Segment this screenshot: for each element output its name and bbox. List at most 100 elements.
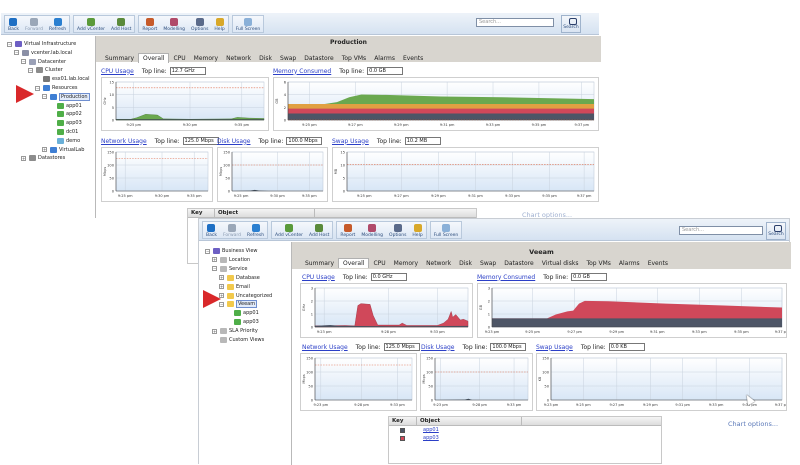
tab-overall[interactable]: Overall xyxy=(138,53,170,63)
tab-datastore[interactable]: Datastore xyxy=(304,55,334,62)
add-host-button[interactable]: Add Host xyxy=(108,16,134,32)
network-top-line-input[interactable]: 125.0 Mbps xyxy=(383,343,420,351)
disk-usage-link[interactable]: Disk Usage xyxy=(217,137,251,145)
collapse-icon[interactable]: − xyxy=(42,94,47,100)
tab-alarms[interactable]: Alarms xyxy=(618,260,640,267)
swap-top-line-input[interactable]: 0.0 KB xyxy=(608,343,645,351)
refresh-button[interactable]: Refresh xyxy=(46,16,69,32)
memory-top-line-input[interactable]: 0.0 GB xyxy=(571,273,608,281)
object-link[interactable]: app03 xyxy=(423,435,439,441)
tab-cpu[interactable]: CPU xyxy=(373,260,386,267)
tab-network[interactable]: Network xyxy=(426,260,452,267)
tab-swap[interactable]: Swap xyxy=(280,55,297,62)
tab-overall[interactable]: Overall xyxy=(338,258,370,268)
swap-usage-link[interactable]: Swap Usage xyxy=(536,343,573,351)
collapse-icon[interactable]: − xyxy=(28,67,33,73)
add-vcenter-button[interactable]: Add vCenter xyxy=(74,16,108,32)
cpu-usage-link[interactable]: CPU Usage xyxy=(302,273,335,281)
tree-node-app03[interactable]: app03 xyxy=(226,318,259,326)
tab-top-vms[interactable]: Top VMs xyxy=(341,55,367,62)
report-button[interactable]: Report xyxy=(337,222,358,238)
tree-node-virtuallab[interactable]: + VirtualLab xyxy=(42,146,84,154)
tree-node-veeam[interactable]: − Veeam xyxy=(219,300,258,309)
search-input[interactable]: Search... xyxy=(679,226,763,235)
tree-node-database[interactable]: + Database xyxy=(219,274,260,282)
tree-node-business-view[interactable]: − Business View xyxy=(205,247,258,255)
tree-node-app03[interactable]: app03 xyxy=(49,119,82,127)
options-button[interactable]: Options xyxy=(188,16,211,32)
expand-icon[interactable]: + xyxy=(42,147,47,153)
collapse-icon[interactable]: − xyxy=(7,41,12,47)
tree-node-datastores[interactable]: + Datastores xyxy=(21,154,65,162)
back-button[interactable]: Back xyxy=(5,16,22,32)
tree-node-email[interactable]: + Email xyxy=(219,283,250,291)
network-top-line-input[interactable]: 125.0 Mbps xyxy=(182,137,219,145)
tab-summary[interactable]: Summary xyxy=(105,55,134,62)
collapse-icon[interactable]: − xyxy=(205,248,210,254)
tree-node-uncategorized[interactable]: + Uncategorized xyxy=(219,292,272,300)
disk-usage-link[interactable]: Disk Usage xyxy=(421,343,455,351)
add-host-button[interactable]: Add Host xyxy=(306,222,332,238)
help-button[interactable]: Help xyxy=(409,222,425,238)
tree-node-demo[interactable]: demo xyxy=(49,137,80,145)
back-button[interactable]: Back xyxy=(203,222,220,238)
tab-memory[interactable]: Memory xyxy=(393,260,419,267)
tree-node-datacenter[interactable]: − Datacenter xyxy=(21,58,66,66)
forward-button[interactable]: Forward xyxy=(220,222,244,238)
expand-icon[interactable]: + xyxy=(219,275,224,281)
tab-cpu[interactable]: CPU xyxy=(173,55,186,62)
collapse-icon[interactable]: − xyxy=(212,266,217,272)
memory-consumed-link[interactable]: Memory Consumed xyxy=(477,273,536,281)
tree-node-esx01-lab-local[interactable]: esx01.lab.local xyxy=(35,75,89,83)
tree-node-app01[interactable]: app01 xyxy=(49,102,82,110)
search-button[interactable]: Search xyxy=(766,222,786,240)
tab-network[interactable]: Network xyxy=(226,55,252,62)
cpu-top-line-input[interactable]: 12.7 GHz xyxy=(169,67,206,75)
full-screen-button[interactable]: Full Screen xyxy=(233,16,264,32)
tab-virtual-disks[interactable]: Virtual disks xyxy=(541,260,579,267)
tab-summary[interactable]: Summary xyxy=(305,260,334,267)
collapse-icon[interactable]: − xyxy=(35,85,40,91)
search-input[interactable]: Search... xyxy=(476,18,554,27)
tree-node-sla-priority[interactable]: + SLA Priority xyxy=(212,327,258,335)
tab-events[interactable]: Events xyxy=(402,55,424,62)
modelling-button[interactable]: Modelling xyxy=(358,222,386,238)
cpu-top-line-input[interactable]: 0.0 GHz xyxy=(370,273,407,281)
forward-button[interactable]: Forward xyxy=(22,16,46,32)
tree-node-service[interactable]: − Service xyxy=(212,265,247,273)
full-screen-button[interactable]: Full Screen xyxy=(431,222,462,238)
expand-icon[interactable]: + xyxy=(21,155,26,161)
tree-node-custom-views[interactable]: Custom Views xyxy=(212,336,264,344)
tree-node-resources[interactable]: − Resources xyxy=(35,84,78,92)
disk-top-line-input[interactable]: 100.0 Mbps xyxy=(286,137,323,145)
tree-node-dc01[interactable]: dc01 xyxy=(49,128,78,136)
search-button[interactable]: Search xyxy=(561,15,581,33)
collapse-icon[interactable]: − xyxy=(14,50,19,56)
network-usage-link[interactable]: Network Usage xyxy=(101,137,147,145)
expand-icon[interactable]: + xyxy=(219,284,224,290)
add-vcenter-button[interactable]: Add vCenter xyxy=(272,222,306,238)
refresh-button[interactable]: Refresh xyxy=(244,222,267,238)
tree-node-production[interactable]: − Production xyxy=(42,92,90,101)
object-link[interactable]: app01 xyxy=(423,427,439,433)
tab-memory[interactable]: Memory xyxy=(193,55,219,62)
expand-icon[interactable]: + xyxy=(212,328,217,334)
collapse-icon[interactable]: − xyxy=(21,59,26,65)
tree-node-vcenter-lab-local[interactable]: − vcenter.lab.local xyxy=(14,49,72,57)
network-usage-link[interactable]: Network Usage xyxy=(302,343,348,351)
tree-node-location[interactable]: + Location xyxy=(212,256,250,264)
memory-consumed-link[interactable]: Memory Consumed xyxy=(273,67,332,75)
cpu-usage-link[interactable]: CPU Usage xyxy=(101,67,134,75)
tree-node-app02[interactable]: app02 xyxy=(49,110,82,118)
tree-node-virtual-infrastructure[interactable]: − Virtual Infrastructure xyxy=(7,40,76,48)
tree-node-cluster[interactable]: − Cluster xyxy=(28,66,63,74)
swap-top-line-input[interactable]: 10.2 MB xyxy=(404,137,441,145)
tab-alarms[interactable]: Alarms xyxy=(374,55,395,62)
tab-datastore[interactable]: Datastore xyxy=(504,260,534,267)
tab-disk[interactable]: Disk xyxy=(459,260,473,267)
help-button[interactable]: Help xyxy=(211,16,227,32)
tab-swap[interactable]: Swap xyxy=(480,260,497,267)
tab-top-vms[interactable]: Top VMs xyxy=(586,260,611,267)
disk-top-line-input[interactable]: 100.0 Mbps xyxy=(490,343,527,351)
report-button[interactable]: Report xyxy=(139,16,160,32)
